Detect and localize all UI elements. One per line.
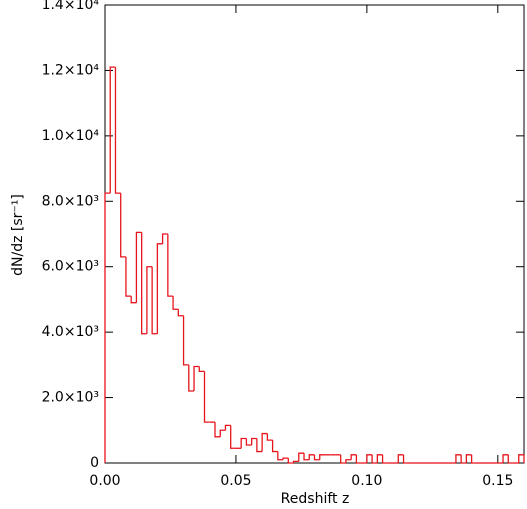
histogram-step	[198, 366, 205, 373]
histogram-step	[224, 424, 231, 431]
histogram-step	[172, 296, 179, 310]
histogram-step	[402, 454, 409, 464]
histogram-step	[245, 438, 252, 446]
histogram-step	[251, 437, 257, 446]
histogram-step	[167, 234, 174, 297]
histogram-step	[109, 66, 116, 194]
histogram-step	[256, 438, 263, 453]
histogram-step	[355, 454, 362, 464]
histogram-step	[156, 243, 163, 334]
histogram-step	[366, 454, 373, 463]
histogram-step	[130, 296, 137, 304]
histogram-step	[287, 458, 294, 464]
histogram-step	[261, 432, 268, 452]
histogram-step	[271, 440, 278, 453]
y-tick-label: 1.2×10⁴	[42, 62, 100, 78]
histogram-step	[518, 454, 524, 463]
y-tick-label: 2.0×10³	[42, 390, 99, 406]
y-axis-label: dN/dz [sr⁻¹]	[10, 194, 26, 276]
histogram-step	[141, 232, 147, 335]
histogram-step	[371, 454, 378, 464]
histogram-step	[193, 365, 200, 392]
y-tick-label: 6.0×10³	[42, 259, 99, 275]
histogram-step	[135, 231, 142, 303]
histogram-step	[230, 425, 236, 449]
x-tick-label: 0.05	[220, 473, 251, 489]
histogram-step	[460, 454, 467, 464]
x-tick-label: 0.00	[89, 473, 120, 489]
histogram-step	[376, 454, 383, 463]
y-tick-label: 0	[90, 455, 99, 471]
histogram-step	[161, 233, 168, 244]
histogram-step	[292, 460, 299, 463]
y-tick-label: 4.0×10³	[42, 324, 99, 340]
histogram-step	[350, 454, 357, 460]
histogram-step	[313, 454, 320, 461]
histogram-step	[214, 422, 221, 438]
histogram-step	[340, 454, 346, 464]
y-tick-label: 1.4×10⁴	[42, 0, 100, 13]
histogram-step	[502, 454, 509, 463]
histogram-step	[188, 364, 195, 392]
histogram-step	[308, 454, 315, 460]
x-tick-label: 0.10	[351, 473, 382, 489]
histogram-step	[125, 256, 132, 297]
histogram-step	[151, 266, 158, 335]
histogram-step	[507, 454, 514, 464]
histogram-step	[303, 453, 310, 461]
y-tick-label: 8.0×10³	[42, 193, 99, 209]
histogram-step	[397, 454, 404, 463]
histogram-step	[177, 309, 184, 317]
histogram-step	[182, 315, 189, 366]
histogram-step	[381, 454, 388, 464]
histogram-step	[104, 192, 111, 463]
histogram-step	[266, 433, 273, 441]
histogram-step	[470, 454, 477, 464]
x-tick-label: 0.15	[482, 473, 513, 489]
histogram-step	[240, 437, 247, 449]
histogram-step	[146, 266, 153, 334]
histogram-step	[345, 459, 352, 463]
x-axis-label: Redshift z	[281, 491, 350, 507]
y-tick-label: 1.0×10⁴	[42, 128, 100, 144]
histogram-step	[114, 67, 121, 194]
histogram-step	[282, 457, 289, 460]
histogram-step	[455, 454, 462, 463]
histogram-step	[203, 371, 210, 423]
histogram-step	[465, 454, 472, 463]
histogram-step	[120, 193, 126, 258]
histogram-step	[277, 451, 284, 461]
histogram-step	[319, 454, 325, 460]
histogram-step	[219, 429, 226, 437]
histogram-step	[298, 452, 305, 462]
